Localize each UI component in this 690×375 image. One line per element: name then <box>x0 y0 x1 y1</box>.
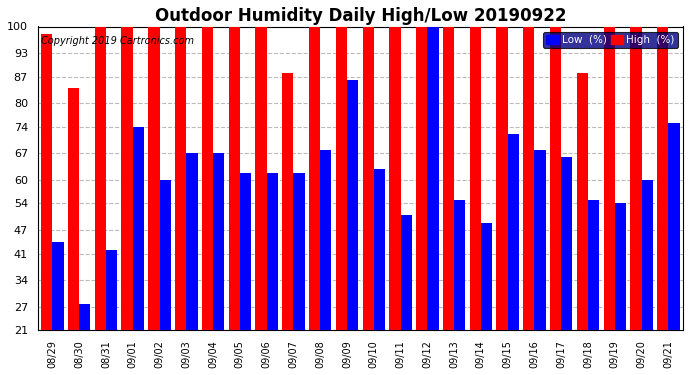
Bar <box>577 73 588 375</box>
Bar <box>95 27 106 375</box>
Bar <box>68 88 79 375</box>
Bar <box>657 27 669 375</box>
Bar <box>389 27 400 375</box>
Text: Copyright 2019 Cartronics.com: Copyright 2019 Cartronics.com <box>41 36 194 46</box>
Bar <box>615 204 626 375</box>
Bar <box>336 27 347 375</box>
Title: Outdoor Humidity Daily High/Low 20190922: Outdoor Humidity Daily High/Low 20190922 <box>155 7 566 25</box>
Bar <box>561 158 573 375</box>
Legend: Low  (%), High  (%): Low (%), High (%) <box>543 32 678 48</box>
Bar <box>293 173 305 375</box>
Bar <box>255 27 266 375</box>
Bar <box>106 250 117 375</box>
Bar <box>320 150 331 375</box>
Bar <box>186 153 197 375</box>
Bar <box>523 27 535 375</box>
Bar <box>52 242 63 375</box>
Bar <box>630 27 642 375</box>
Bar <box>588 200 599 375</box>
Bar <box>470 27 481 375</box>
Bar <box>604 27 615 375</box>
Bar <box>282 73 293 375</box>
Bar <box>121 27 132 375</box>
Bar <box>362 27 374 375</box>
Bar <box>374 169 385 375</box>
Bar <box>41 34 52 375</box>
Bar <box>148 27 159 375</box>
Bar <box>508 134 519 375</box>
Bar <box>454 200 465 375</box>
Bar <box>79 303 90 375</box>
Bar <box>228 27 240 375</box>
Bar <box>213 153 224 375</box>
Bar <box>496 27 508 375</box>
Bar <box>481 223 492 375</box>
Bar <box>175 27 186 375</box>
Bar <box>266 173 278 375</box>
Bar <box>309 27 320 375</box>
Bar <box>400 215 412 375</box>
Bar <box>159 180 170 375</box>
Bar <box>240 173 251 375</box>
Bar <box>416 27 427 375</box>
Bar <box>535 150 546 375</box>
Bar <box>202 27 213 375</box>
Bar <box>550 27 561 375</box>
Bar <box>427 27 439 375</box>
Bar <box>669 123 680 375</box>
Bar <box>347 80 358 375</box>
Bar <box>443 27 454 375</box>
Bar <box>642 180 653 375</box>
Bar <box>132 126 144 375</box>
